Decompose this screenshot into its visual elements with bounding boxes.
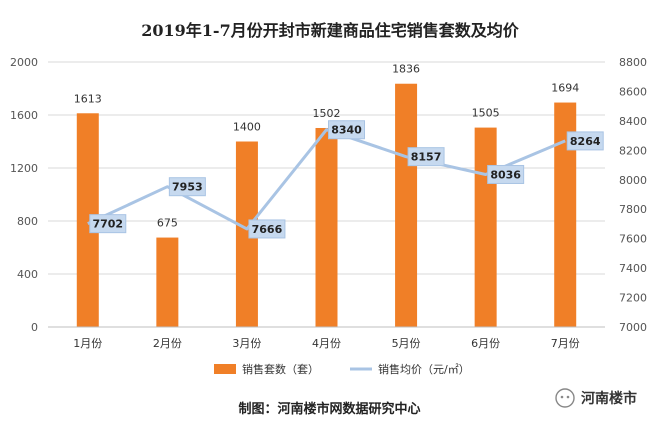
line-value-label: 8157 <box>411 151 442 164</box>
line-value-label: 8036 <box>490 168 521 181</box>
left-tick-label: 1600 <box>10 109 38 122</box>
x-tick-label: 1月份 <box>73 337 102 350</box>
x-tick-label: 4月份 <box>312 337 341 350</box>
line-value-box <box>89 214 127 234</box>
legend: 销售套数（套） 销售均价（元/㎡） <box>214 362 470 376</box>
bar-value-label: 1505 <box>472 107 500 120</box>
line-value-box <box>248 219 286 239</box>
bar-value-label: 675 <box>157 217 178 230</box>
bar <box>156 237 179 327</box>
right-tick-label: 8000 <box>619 174 647 187</box>
right-tick-label: 7000 <box>619 321 647 334</box>
bar-value-label: 1613 <box>74 92 102 105</box>
price-line <box>87 128 566 231</box>
left-tick-label: 2000 <box>10 56 38 69</box>
line-value-label: 8340 <box>331 124 362 137</box>
x-tick-label: 7月份 <box>551 337 580 350</box>
right-tick-label: 8600 <box>619 85 647 98</box>
bar <box>235 141 258 327</box>
right-tick-label: 7200 <box>619 292 647 305</box>
footer-credit: 制图：河南楼市网数据研究中心 <box>238 402 421 417</box>
chart-title: 2019年1-7月份开封市新建商品住宅销售套数及均价 <box>141 21 519 40</box>
line-value-label: 8264 <box>570 135 601 148</box>
right-tick-label: 7400 <box>619 262 647 275</box>
left-tick-label: 400 <box>17 268 38 281</box>
left-tick-label: 1200 <box>10 162 38 175</box>
right-tick-label: 7800 <box>619 203 647 216</box>
line-value-box <box>487 164 525 184</box>
bar <box>474 127 497 328</box>
x-axis: 1月份 2月份 3月份 4月份 5月份 6月份 7月份 <box>48 326 605 350</box>
x-tick-label: 6月份 <box>471 337 500 350</box>
bar-value-label: 1502 <box>313 107 341 120</box>
right-axis: 7000 7200 7400 7600 7800 8000 8200 8400 8600 8800 <box>619 56 647 334</box>
brand-name: 河南楼市 <box>581 391 637 407</box>
bar-value-label: 1694 <box>551 82 579 95</box>
line-value-box <box>328 120 365 140</box>
right-tick-label: 8400 <box>619 115 647 128</box>
chat-icon <box>555 388 575 408</box>
left-axis: 0 400 800 1200 1600 2000 <box>10 56 38 334</box>
right-tick-label: 8200 <box>619 144 647 157</box>
bar-value-label: 1400 <box>233 121 261 134</box>
line-value-box <box>407 147 445 167</box>
bar <box>315 127 338 327</box>
right-tick-label: 8800 <box>619 56 647 69</box>
line-value-label: 7953 <box>172 181 203 194</box>
line-value-label: 7702 <box>92 218 123 231</box>
line-labels: 7702 7953 7666 8340 8157 8036 8264 <box>89 120 604 239</box>
bar-labels: 1613 675 1400 1502 1836 1505 1694 <box>74 63 579 230</box>
line-series <box>87 128 566 231</box>
left-tick-label: 0 <box>31 321 38 334</box>
bar <box>554 102 577 327</box>
legend-label-line: 销售均价（元/㎡） <box>378 362 470 376</box>
x-tick-label: 2月份 <box>153 337 182 350</box>
x-tick-label: 3月份 <box>232 337 261 350</box>
bar <box>395 83 418 327</box>
x-tick-label: 5月份 <box>392 337 421 350</box>
bar-value-label: 1836 <box>392 63 420 76</box>
line-value-box <box>168 177 206 197</box>
legend-label-bar: 销售套数（套） <box>242 362 319 376</box>
left-tick-label: 800 <box>17 215 38 228</box>
bar-series <box>76 83 577 328</box>
right-tick-label: 7600 <box>619 233 647 246</box>
legend-swatch-bar <box>214 364 236 374</box>
line-value-label: 7666 <box>252 223 283 236</box>
brand-badge: 河南楼市 <box>555 386 637 410</box>
bar <box>76 113 99 327</box>
line-value-box <box>566 131 604 151</box>
